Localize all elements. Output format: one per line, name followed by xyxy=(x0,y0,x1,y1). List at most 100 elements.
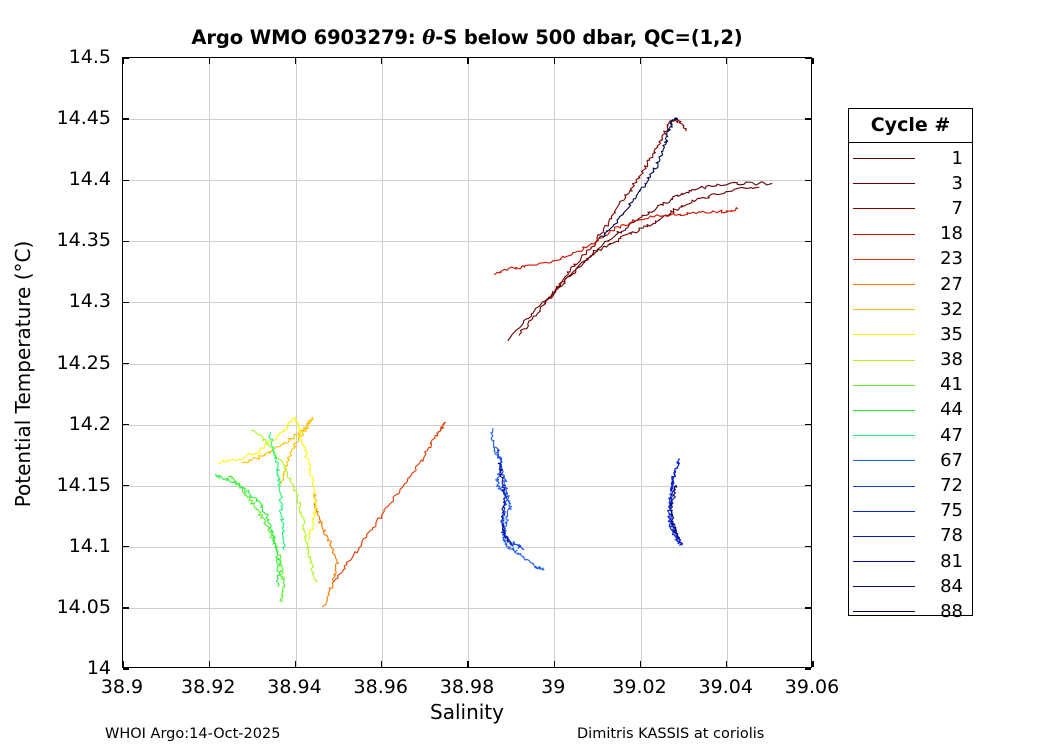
legend-color-line-icon xyxy=(853,233,915,235)
trace-line xyxy=(598,117,679,239)
y-tick-mark xyxy=(805,362,811,365)
legend-item[interactable]: 67 xyxy=(849,448,972,473)
y-tick-mark xyxy=(123,485,129,487)
legend-item-label: 35 xyxy=(940,323,963,345)
y-tick-label: 14.1 xyxy=(68,534,111,557)
x-tick-mark xyxy=(639,661,642,667)
y-tick-label: 14.3 xyxy=(68,290,111,313)
gridline-vertical xyxy=(468,58,469,667)
legend-item[interactable]: 81 xyxy=(849,549,972,574)
legend-item[interactable]: 38 xyxy=(849,348,972,373)
legend-item-label: 81 xyxy=(940,550,963,572)
trace-line xyxy=(312,492,339,608)
x-tick-label: 39.04 xyxy=(698,676,753,698)
legend-item[interactable]: 72 xyxy=(849,473,972,498)
y-tick-label: 14.5 xyxy=(68,46,111,68)
legend-item-label: 41 xyxy=(940,374,963,396)
legend-item[interactable]: 35 xyxy=(849,322,972,347)
trace-line xyxy=(497,462,514,547)
gridline-vertical xyxy=(381,58,383,667)
trace-line xyxy=(331,421,446,584)
y-tick-label: 14.15 xyxy=(56,473,111,496)
legend-item[interactable]: 27 xyxy=(849,272,972,297)
legend-color-line-icon xyxy=(853,460,915,462)
y-tick-mark xyxy=(805,118,811,120)
trace-line xyxy=(217,417,318,541)
legend-item[interactable]: 84 xyxy=(849,574,972,599)
legend-item[interactable]: 44 xyxy=(849,398,972,423)
gridline-vertical xyxy=(295,58,297,667)
legend-item[interactable]: 32 xyxy=(849,297,972,322)
legend-item[interactable]: 23 xyxy=(849,247,972,272)
y-tick-mark xyxy=(123,607,129,609)
data-traces xyxy=(214,117,773,608)
legend-color-line-icon xyxy=(853,611,915,613)
chart-title: Argo WMO 6903279: θ-S below 500 dbar, QC… xyxy=(122,26,812,49)
legend-color-line-icon xyxy=(853,208,915,210)
y-tick-mark xyxy=(123,423,129,426)
legend-color-line-icon xyxy=(853,535,915,537)
legend-item-label: 47 xyxy=(940,424,963,446)
y-tick-mark xyxy=(805,240,811,242)
legend-title: Cycle # xyxy=(849,109,972,143)
legend-item-label: 3 xyxy=(951,172,963,194)
legend-item[interactable]: 88 xyxy=(849,599,972,624)
legend-item-label: 72 xyxy=(940,475,963,497)
y-tick-mark xyxy=(123,362,129,365)
legend-item[interactable]: 75 xyxy=(849,499,972,524)
legend-item-label: 7 xyxy=(951,197,963,219)
legend-item-label: 38 xyxy=(940,349,963,371)
trace-line xyxy=(267,432,286,551)
y-tick-mark xyxy=(123,118,129,120)
legend-color-line-icon xyxy=(853,334,915,336)
y-tick-mark xyxy=(805,57,811,59)
y-tick-mark xyxy=(805,668,811,670)
legend-item[interactable]: 47 xyxy=(849,423,972,448)
trace-line xyxy=(241,417,314,485)
trace-line xyxy=(494,446,525,551)
trace-line xyxy=(493,207,739,275)
theta-symbol: θ xyxy=(422,26,436,49)
gridline-vertical xyxy=(640,58,642,667)
y-axis-title: Potential Temperature (°C) xyxy=(11,240,35,508)
trace-line xyxy=(543,117,687,305)
legend-item-label: 23 xyxy=(940,248,963,270)
y-tick-mark xyxy=(123,301,129,304)
x-tick-mark xyxy=(122,58,124,64)
x-axis-title: Salinity xyxy=(430,700,504,724)
legend-color-line-icon xyxy=(853,561,915,563)
legend-item-label: 44 xyxy=(940,399,963,421)
x-tick-label: 39.06 xyxy=(784,676,840,698)
y-tick-mark xyxy=(805,607,811,609)
legend-color-line-icon xyxy=(853,258,915,260)
gridline-horizontal xyxy=(123,363,811,365)
legend-item-label: 1 xyxy=(951,147,963,169)
legend-item-label: 75 xyxy=(940,500,963,522)
legend-color-line-icon xyxy=(853,183,915,185)
legend-item[interactable]: 78 xyxy=(849,524,972,549)
chart-title-prefix: Argo WMO 6903279: xyxy=(191,26,423,49)
x-tick-mark xyxy=(553,661,555,667)
y-tick-mark xyxy=(123,668,129,670)
trace-line xyxy=(214,473,281,587)
x-tick-label: 38.96 xyxy=(353,676,408,698)
legend-item[interactable]: 1 xyxy=(849,146,972,171)
y-tick-label: 14.45 xyxy=(56,107,111,130)
legend-color-line-icon xyxy=(853,359,915,361)
gridline-vertical xyxy=(209,58,211,667)
gridline-horizontal xyxy=(123,607,811,609)
footer-right: Dimitris KASSIS at coriolis xyxy=(577,726,765,742)
legend-item[interactable]: 41 xyxy=(849,373,972,398)
x-tick-mark xyxy=(467,661,469,667)
x-tick-mark xyxy=(812,661,814,667)
y-tick-label: 14.2 xyxy=(68,412,111,435)
gridline-vertical xyxy=(726,58,728,667)
legend-item[interactable]: 7 xyxy=(849,196,972,221)
legend-item[interactable]: 3 xyxy=(849,171,972,196)
chart-title-suffix: -S below 500 dbar, QC=(1,2) xyxy=(435,26,743,49)
x-tick-label: 39.02 xyxy=(612,676,667,698)
legend: Cycle # 1 3 7 18 23 27 32 35 38 41 44 47 67 72 75 78 81 8… xyxy=(848,108,973,620)
y-tick-mark xyxy=(805,301,811,304)
legend-item[interactable]: 18 xyxy=(849,222,972,247)
x-tick-mark xyxy=(208,58,210,64)
